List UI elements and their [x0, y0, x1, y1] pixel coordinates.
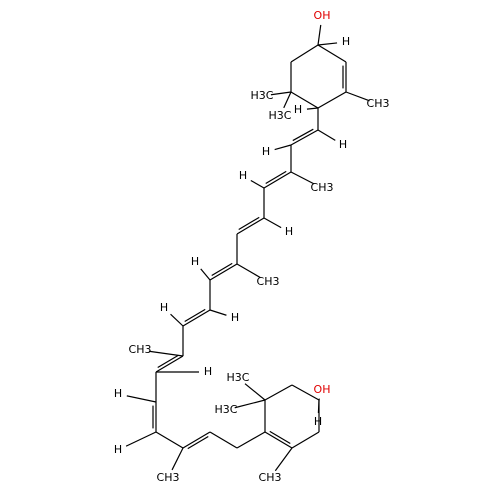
bond — [236, 431, 266, 449]
bond — [306, 107, 319, 110]
atom-label: H — [191, 255, 199, 268]
atom-label: H — [294, 103, 302, 116]
atom-label: H — [239, 169, 247, 182]
bond — [291, 384, 320, 401]
bond — [283, 91, 292, 109]
bond — [317, 91, 347, 109]
bond — [317, 129, 336, 141]
bond — [270, 91, 292, 96]
atom-label: CH3 — [157, 471, 180, 484]
atom-label: H — [114, 387, 122, 400]
atom-label: H — [342, 35, 350, 48]
bond — [317, 44, 347, 63]
atom-label: H — [285, 225, 293, 238]
atom-label: CH3 — [129, 343, 152, 356]
bond — [182, 431, 211, 449]
bond — [290, 44, 319, 63]
atom-label: H — [114, 443, 122, 456]
atom-label: H3C — [227, 371, 250, 384]
bond — [265, 170, 287, 185]
bond — [274, 144, 292, 151]
atom-label: H — [339, 138, 347, 151]
bond — [234, 399, 266, 409]
bond — [155, 431, 184, 449]
bond — [264, 431, 293, 449]
atom-label: H3C — [215, 403, 238, 416]
bond — [291, 431, 320, 449]
atom-label: CH3 — [257, 275, 280, 288]
atom-label: H3C — [251, 89, 274, 102]
bond — [290, 91, 319, 109]
bond — [126, 395, 157, 403]
bond — [263, 171, 292, 189]
atom-label: OH — [314, 383, 331, 396]
bond — [157, 354, 179, 369]
bond — [236, 263, 261, 278]
bond — [170, 313, 184, 327]
bond — [274, 447, 293, 472]
bond — [263, 217, 282, 229]
bond — [244, 383, 266, 401]
atom-label: H — [204, 365, 212, 378]
bond — [184, 308, 206, 323]
bond — [209, 263, 238, 281]
bond — [269, 430, 291, 445]
bond — [238, 216, 260, 231]
atom-label: H3C — [269, 109, 292, 122]
bond — [317, 399, 320, 414]
atom-label: CH3 — [367, 97, 390, 110]
bond — [125, 431, 157, 447]
atom-label: CH3 — [311, 181, 334, 194]
bond — [250, 179, 265, 189]
bond — [211, 262, 233, 277]
bond — [182, 309, 211, 327]
bond — [264, 384, 293, 401]
bond — [171, 447, 184, 471]
bond — [317, 24, 322, 46]
atom-label: H — [160, 301, 168, 314]
bond — [290, 171, 315, 185]
bond — [209, 431, 238, 449]
bond — [345, 91, 370, 102]
atom-label: H — [262, 145, 270, 158]
bond — [148, 350, 184, 357]
bond — [292, 128, 314, 142]
bond — [200, 268, 211, 281]
atom-label: CH3 — [259, 471, 282, 484]
bond — [317, 42, 338, 46]
bond — [236, 217, 265, 235]
bond — [290, 129, 319, 146]
bond — [155, 355, 184, 373]
bond — [187, 435, 209, 450]
atom-label: H — [231, 311, 239, 324]
bond — [209, 309, 227, 316]
atom-label: H — [314, 415, 322, 428]
atom-label: OH — [314, 9, 331, 22]
